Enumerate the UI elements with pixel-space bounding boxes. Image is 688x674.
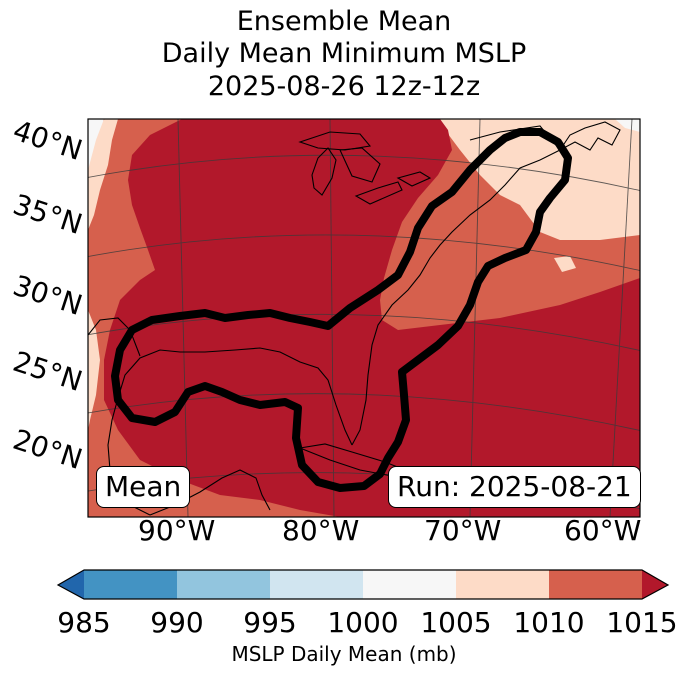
lake-michigan [311, 147, 337, 196]
title-line-1: Ensemble Mean [236, 6, 452, 37]
gulf-coastline [107, 347, 353, 516]
colorbar-tick-1015: 1015 [606, 606, 678, 639]
mexico-us-border [88, 317, 141, 357]
lake-ontario [396, 171, 432, 187]
colorbar-tick-1010: 1010 [513, 606, 585, 639]
title-line-2: Daily Mean Minimum MSLP [161, 38, 527, 69]
map-layer [88, 119, 640, 517]
run-date-box: Run: 2025-08-21 [388, 466, 641, 508]
colorbar-segment-995-1000 [270, 570, 363, 599]
pressure-band-1005-1010-patch [554, 256, 576, 272]
colorbar-segment-1000-1005 [363, 570, 456, 599]
colorbar [56, 569, 670, 600]
lon-tick-80w: 80°W [282, 514, 360, 547]
lon-tick-60w: 60°W [564, 514, 642, 547]
atlantic-coastline [351, 149, 561, 446]
colorbar-tick-995: 995 [243, 606, 297, 639]
colorbar-tick-1005: 1005 [420, 606, 492, 639]
colorbar-segment-1010-1015 [549, 570, 642, 599]
lake-huron [339, 147, 381, 183]
colorbar-tick-985: 985 [57, 606, 111, 639]
pressure-band-1005-1010-southwest [88, 310, 100, 430]
title-line-3: 2025-08-26 12z-12z [207, 71, 481, 102]
pressure-band-1000-1005 [88, 119, 104, 170]
lon-tick-70w: 70°W [424, 514, 502, 547]
pressure-band-1000-1005-ne [615, 119, 640, 132]
pressure-band-above-1015 [104, 119, 640, 517]
colorbar-outline [56, 569, 670, 600]
map-frame [87, 118, 641, 518]
colorbar-tick-1000: 1000 [327, 606, 399, 639]
colorbar-segment-985-990 [84, 570, 177, 599]
lake-superior [298, 131, 372, 151]
colorbar-label: MSLP Daily Mean (mb) [231, 642, 457, 666]
colorbar-segment-1005-1010 [456, 570, 549, 599]
mean-label-box: Mean [96, 466, 191, 508]
colorbar-extend-high [642, 570, 668, 599]
colorbar-tick-990: 990 [150, 606, 204, 639]
colorbar-extend-low [58, 570, 84, 599]
lon-tick-90w: 90°W [138, 514, 216, 547]
colorbar-segment-990-995 [177, 570, 270, 599]
maritimes-coast [559, 121, 621, 151]
lake-erie [354, 181, 403, 205]
contour-line [111, 128, 572, 492]
